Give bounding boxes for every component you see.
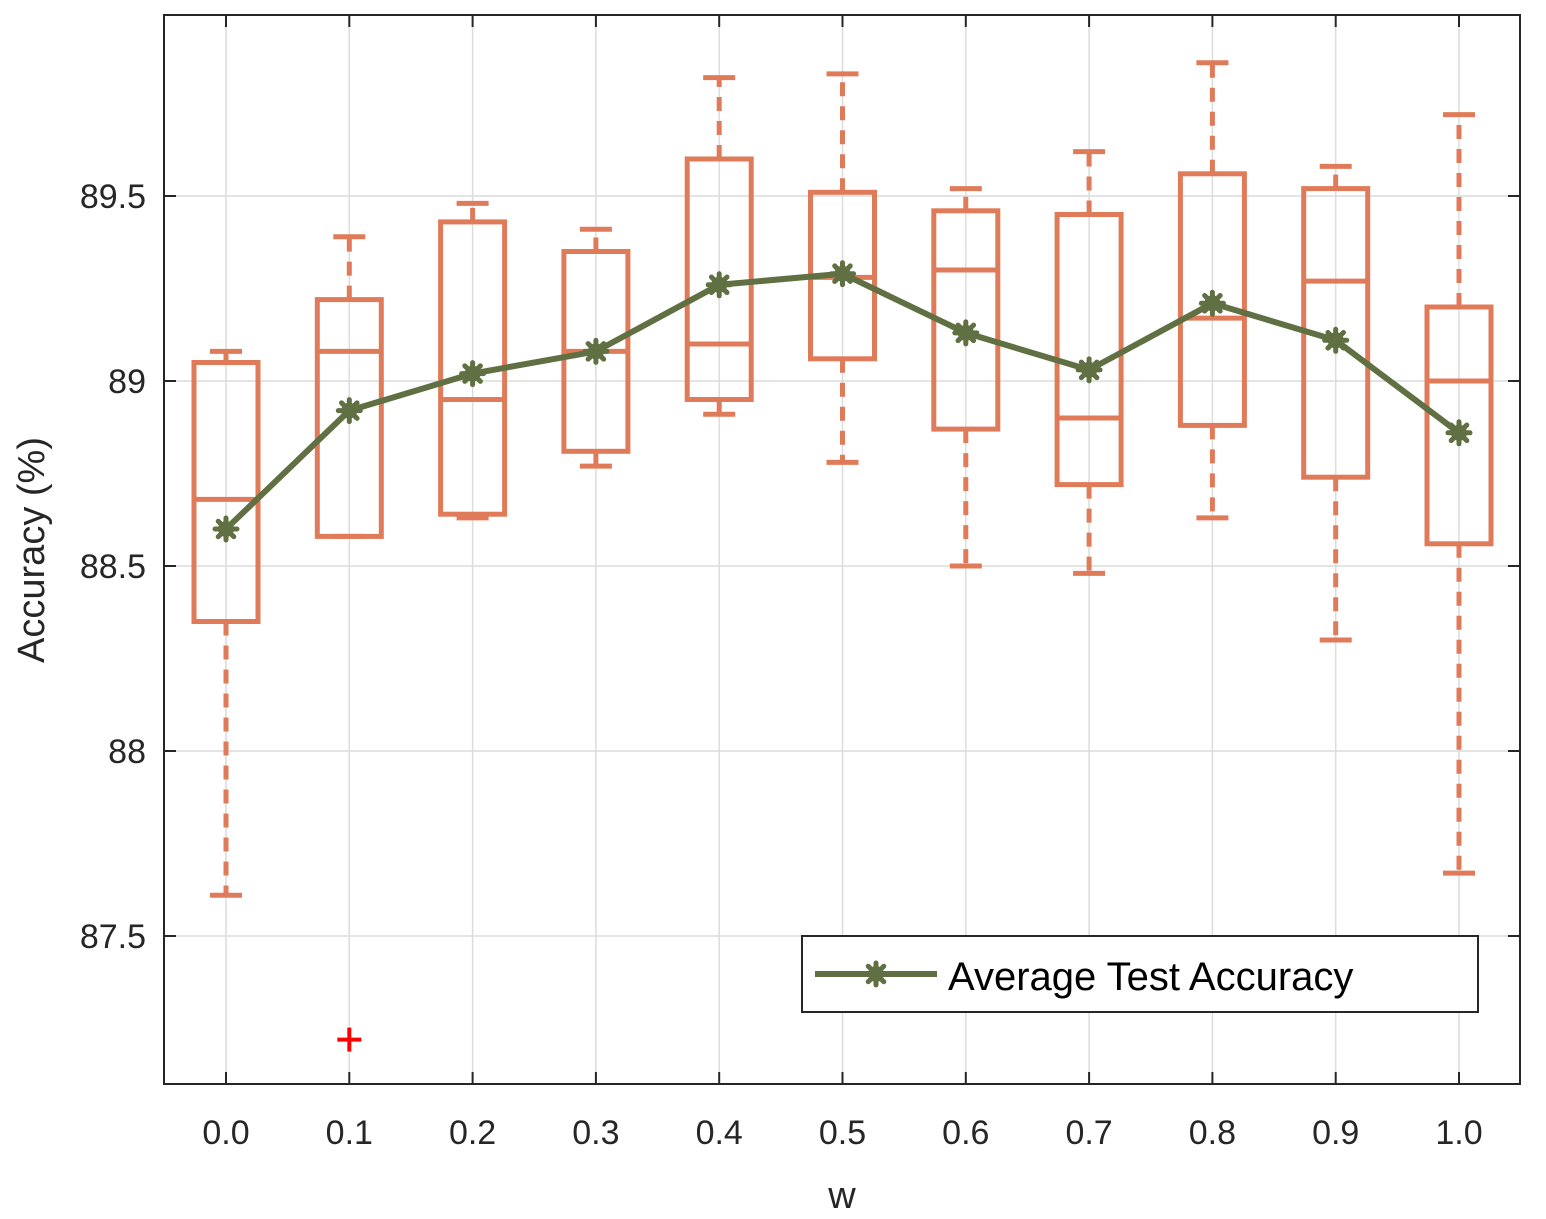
y-tick-label: 87.5 — [80, 918, 146, 956]
marker-spoke — [832, 263, 853, 284]
outlier-marker — [337, 1027, 362, 1052]
marker-spoke — [1325, 330, 1346, 351]
marker-spoke — [339, 400, 360, 421]
y-tick-label: 89 — [108, 363, 146, 401]
box-group-0.1 — [314, 234, 384, 1052]
y-tick-label: 88 — [108, 733, 146, 771]
series-point-marker — [582, 337, 610, 365]
legend: Average Test Accuracy — [801, 935, 1479, 1013]
y-tick-label: 89.5 — [80, 178, 146, 216]
y-tick-label: 88.5 — [80, 548, 146, 586]
marker-spoke — [955, 322, 977, 344]
tick-labels: 87.5 88 88.5 89 89.5 0.0 0.1 0.2 0.3 0.4 0.5 0.6 0.7… — [80, 178, 1483, 1152]
series-point-marker — [459, 360, 487, 388]
marker-spoke — [708, 274, 730, 296]
x-tick-label: 0.3 — [572, 1114, 619, 1152]
series-point-marker — [1322, 326, 1350, 354]
box-iqr — [1177, 171, 1247, 428]
x-tick-label: 1.0 — [1435, 1114, 1482, 1152]
box-iqr — [1424, 304, 1494, 547]
x-tick-label: 0.8 — [1189, 1114, 1236, 1152]
y-axis-label: Accuracy (%) — [11, 437, 53, 663]
x-tick-label: 0.5 — [819, 1114, 866, 1152]
box-group-1.0 — [1424, 112, 1494, 876]
series-point-marker — [212, 515, 240, 543]
legend-label-average-test-accuracy: Average Test Accuracy — [948, 955, 1353, 999]
box-iqr — [314, 297, 384, 539]
marker-spoke — [1078, 359, 1100, 381]
x-tick-label: 0.1 — [326, 1114, 373, 1152]
series-point-marker — [1075, 356, 1103, 384]
x-tick-label: 0.2 — [449, 1114, 496, 1152]
series-point-marker — [1445, 419, 1473, 447]
box-group-0.3 — [561, 226, 631, 469]
series-point-marker — [1198, 289, 1226, 317]
marker-spoke — [1202, 293, 1223, 314]
marker-spoke — [215, 518, 237, 540]
average-line-series — [212, 260, 1473, 543]
x-tick-label: 0.7 — [1065, 1114, 1112, 1152]
legend-star-marker — [862, 960, 890, 988]
x-tick-label: 0.9 — [1312, 1114, 1359, 1152]
marker-spoke — [865, 963, 887, 985]
series-point-marker — [829, 260, 856, 288]
series-point-marker — [952, 319, 980, 347]
marker-spoke — [462, 363, 483, 384]
x-tick-label: 0.0 — [202, 1114, 249, 1152]
x-tick-label: 0.6 — [942, 1114, 989, 1152]
box-group-0.0 — [191, 348, 261, 898]
marker-spoke — [1448, 422, 1470, 444]
series-point-marker — [705, 271, 733, 299]
axis-ticks — [164, 15, 1520, 1084]
series-point-marker — [862, 960, 890, 988]
box-iqr — [191, 360, 261, 624]
x-axis-label: w — [827, 1175, 856, 1217]
x-tick-label: 0.4 — [696, 1114, 743, 1152]
marker-spoke — [585, 341, 607, 362]
series-point-marker — [335, 397, 363, 425]
